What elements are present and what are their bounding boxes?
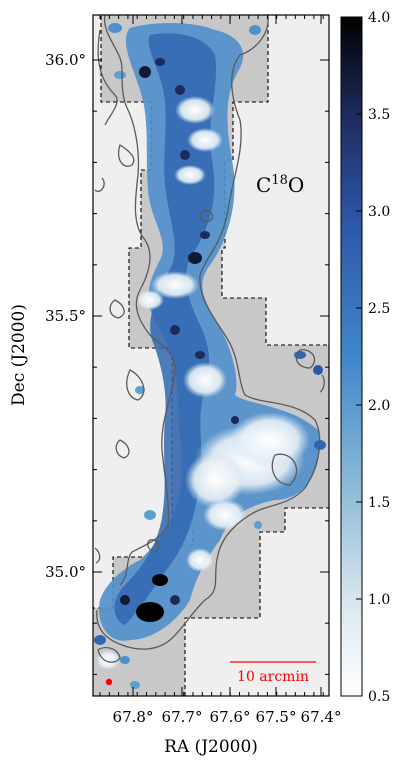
species-prefix: C (256, 173, 271, 197)
ra-tick-label: 67.5° (256, 708, 297, 726)
beam-marker (105, 678, 113, 686)
colorbar-tick-label: 1.0 (368, 592, 390, 608)
colorbar-tick-label: 2.0 (368, 398, 390, 414)
colorbar-tick-label: 1.5 (368, 495, 390, 511)
dec-tick-label: 35.0° (45, 563, 86, 581)
emission-filament (94, 23, 326, 689)
dec-tick-label: 35.5° (45, 307, 86, 325)
ra-tick-label: 67.4° (301, 708, 342, 726)
x-axis-title: RA (J2000) (164, 737, 258, 757)
species-superscript: 18 (271, 173, 288, 188)
contours (94, 15, 325, 663)
axis-ticks (93, 15, 329, 696)
colorbar-tick-label: 0.5 (368, 689, 390, 705)
colorbar-tick-label: 2.5 (368, 301, 390, 317)
colorbar-tick-label: 4.0 (368, 10, 390, 26)
ra-tick-label: 67.6° (210, 708, 251, 726)
ra-tick-label: 67.7° (162, 708, 203, 726)
dec-tick-label: 36.0° (45, 51, 86, 69)
map-frame (92, 14, 330, 697)
ra-tick-label: 67.8° (113, 708, 154, 726)
colorbar (340, 16, 363, 697)
species-label: C18O (256, 173, 304, 197)
y-axis-title: Dec (J2000) (9, 304, 29, 406)
map-image (93, 15, 329, 696)
colorbar-tick-label: 3.0 (368, 204, 390, 220)
colorbar-ticks (356, 16, 362, 697)
colorbar-tick-label: 3.5 (368, 107, 390, 123)
scalebar-label: 10 arcmin (237, 669, 309, 685)
species-suffix: O (288, 173, 304, 197)
